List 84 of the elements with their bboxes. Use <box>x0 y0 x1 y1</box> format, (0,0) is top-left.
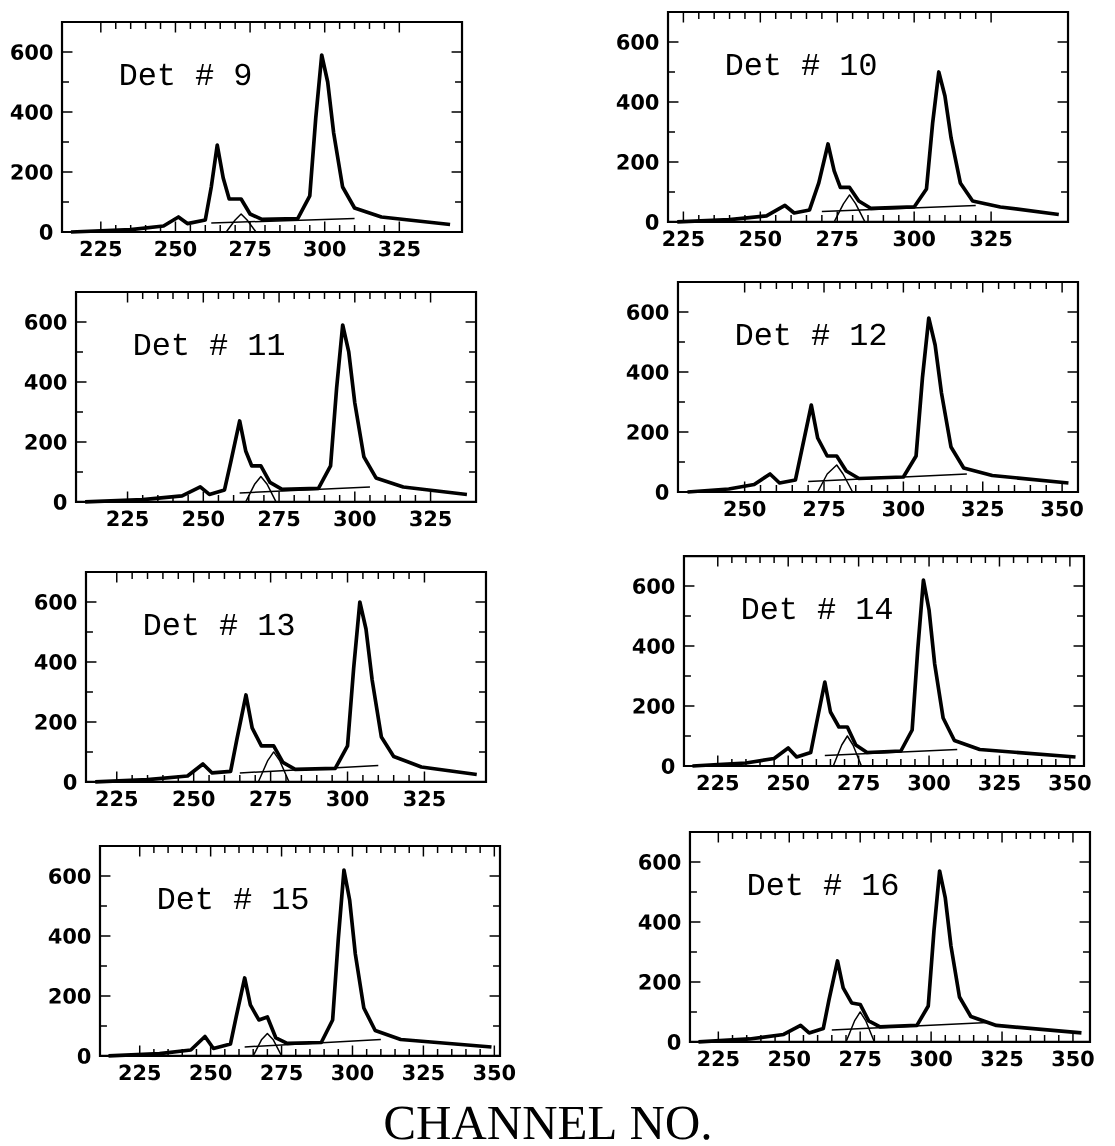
x-tick-label: 325 <box>410 510 451 527</box>
x-tick-label: 250 <box>155 240 197 257</box>
y-tick-label: 400 <box>616 94 659 110</box>
text: Det # 15 <box>159 887 308 910</box>
x-tick-label: 275 <box>840 1050 881 1067</box>
y-tick-label: 600 <box>633 578 675 594</box>
y-tick-label: 0 <box>661 758 675 774</box>
x-tick-label: 225 <box>80 240 122 257</box>
y-tick-label: 400 <box>34 654 77 670</box>
x-tick-label: 275 <box>803 500 845 517</box>
x-tick-label: 250 <box>724 500 766 517</box>
x-tick-label: 275 <box>230 240 271 257</box>
x-tick-label: 350 <box>1041 500 1083 517</box>
y-tick-label: 0 <box>63 774 77 790</box>
x-tick-label: 250 <box>190 1064 232 1081</box>
y-tick-label: 600 <box>35 594 77 610</box>
y-tick-label: 200 <box>25 434 67 450</box>
y-tick-label: 0 <box>39 224 53 240</box>
x-tick-label: 275 <box>259 510 300 527</box>
x-tick-label: 300 <box>893 230 935 247</box>
y-tick-label: 600 <box>11 44 53 60</box>
x-tick-label: 225 <box>698 1050 739 1067</box>
y-tick-label: 600 <box>639 854 681 870</box>
x-tick-label: 250 <box>740 230 782 247</box>
x-tick-label: 275 <box>838 774 879 791</box>
y-tick-label: 400 <box>10 104 53 120</box>
x-tick-label: 275 <box>817 230 858 247</box>
y-tick-label: 0 <box>655 484 669 500</box>
y-tick-label: 200 <box>11 164 53 180</box>
y-tick-label: 200 <box>627 424 669 440</box>
y-tick-label: 200 <box>49 988 91 1004</box>
x-tick-label: 225 <box>119 1064 160 1081</box>
y-tick-label: 0 <box>77 1048 91 1064</box>
x-tick-label: 350 <box>1052 1050 1094 1067</box>
x-tick-label: 325 <box>970 230 1012 247</box>
x-axis-title: CHANNEL NO. <box>385 1106 710 1140</box>
y-tick-label: 400 <box>632 638 675 654</box>
x-tick-label: 225 <box>663 230 704 247</box>
y-tick-label: 200 <box>639 974 681 990</box>
x-tick-label: 225 <box>107 510 148 527</box>
text: Det # 10 <box>727 53 876 76</box>
x-tick-label: 300 <box>304 240 346 257</box>
y-tick-label: 400 <box>626 364 669 380</box>
x-tick-label: 300 <box>910 1050 952 1067</box>
y-tick-label: 0 <box>667 1034 681 1050</box>
x-tick-label: 225 <box>96 790 138 807</box>
y-tick-label: 600 <box>617 34 659 50</box>
x-tick-label: 325 <box>962 500 1004 517</box>
x-tick-label: 300 <box>327 790 369 807</box>
x-tick-label: 350 <box>474 1064 516 1081</box>
x-tick-label: 325 <box>379 240 420 257</box>
y-tick-label: 200 <box>35 714 77 730</box>
text: Det # 12 <box>737 323 886 346</box>
y-tick-label: 200 <box>617 154 659 170</box>
x-tick-label: 300 <box>908 774 950 791</box>
text: Det # 11 <box>135 333 284 356</box>
x-tick-label: 350 <box>1049 774 1091 791</box>
y-tick-label: 400 <box>638 914 681 930</box>
y-tick-label: 600 <box>49 868 91 884</box>
x-tick-label: 275 <box>261 1064 302 1081</box>
y-tick-label: 600 <box>627 304 669 320</box>
x-tick-label: 325 <box>403 1064 444 1081</box>
y-tick-label: 0 <box>645 214 659 230</box>
x-tick-label: 325 <box>979 774 1020 791</box>
text: Det # 13 <box>145 613 294 636</box>
x-tick-label: 300 <box>332 1064 374 1081</box>
y-tick-label: 400 <box>48 928 91 944</box>
x-tick-label: 325 <box>404 790 445 807</box>
text: Det # 16 <box>749 873 898 896</box>
x-tick-label: 275 <box>250 790 291 807</box>
y-tick-label: 600 <box>25 314 67 330</box>
y-tick-label: 200 <box>633 698 675 714</box>
x-tick-label: 325 <box>981 1050 1023 1067</box>
x-tick-label: 300 <box>883 500 925 517</box>
x-tick-label: 250 <box>768 774 809 791</box>
x-tick-label: 250 <box>769 1050 811 1067</box>
text: Det # 9 <box>121 63 251 86</box>
text: Det # 14 <box>743 597 892 620</box>
x-tick-label: 300 <box>334 510 376 527</box>
y-tick-label: 400 <box>24 374 67 390</box>
x-tick-label: 250 <box>173 790 215 807</box>
x-tick-label: 225 <box>697 774 739 791</box>
x-tick-label: 250 <box>183 510 225 527</box>
y-tick-label: 0 <box>53 494 67 510</box>
